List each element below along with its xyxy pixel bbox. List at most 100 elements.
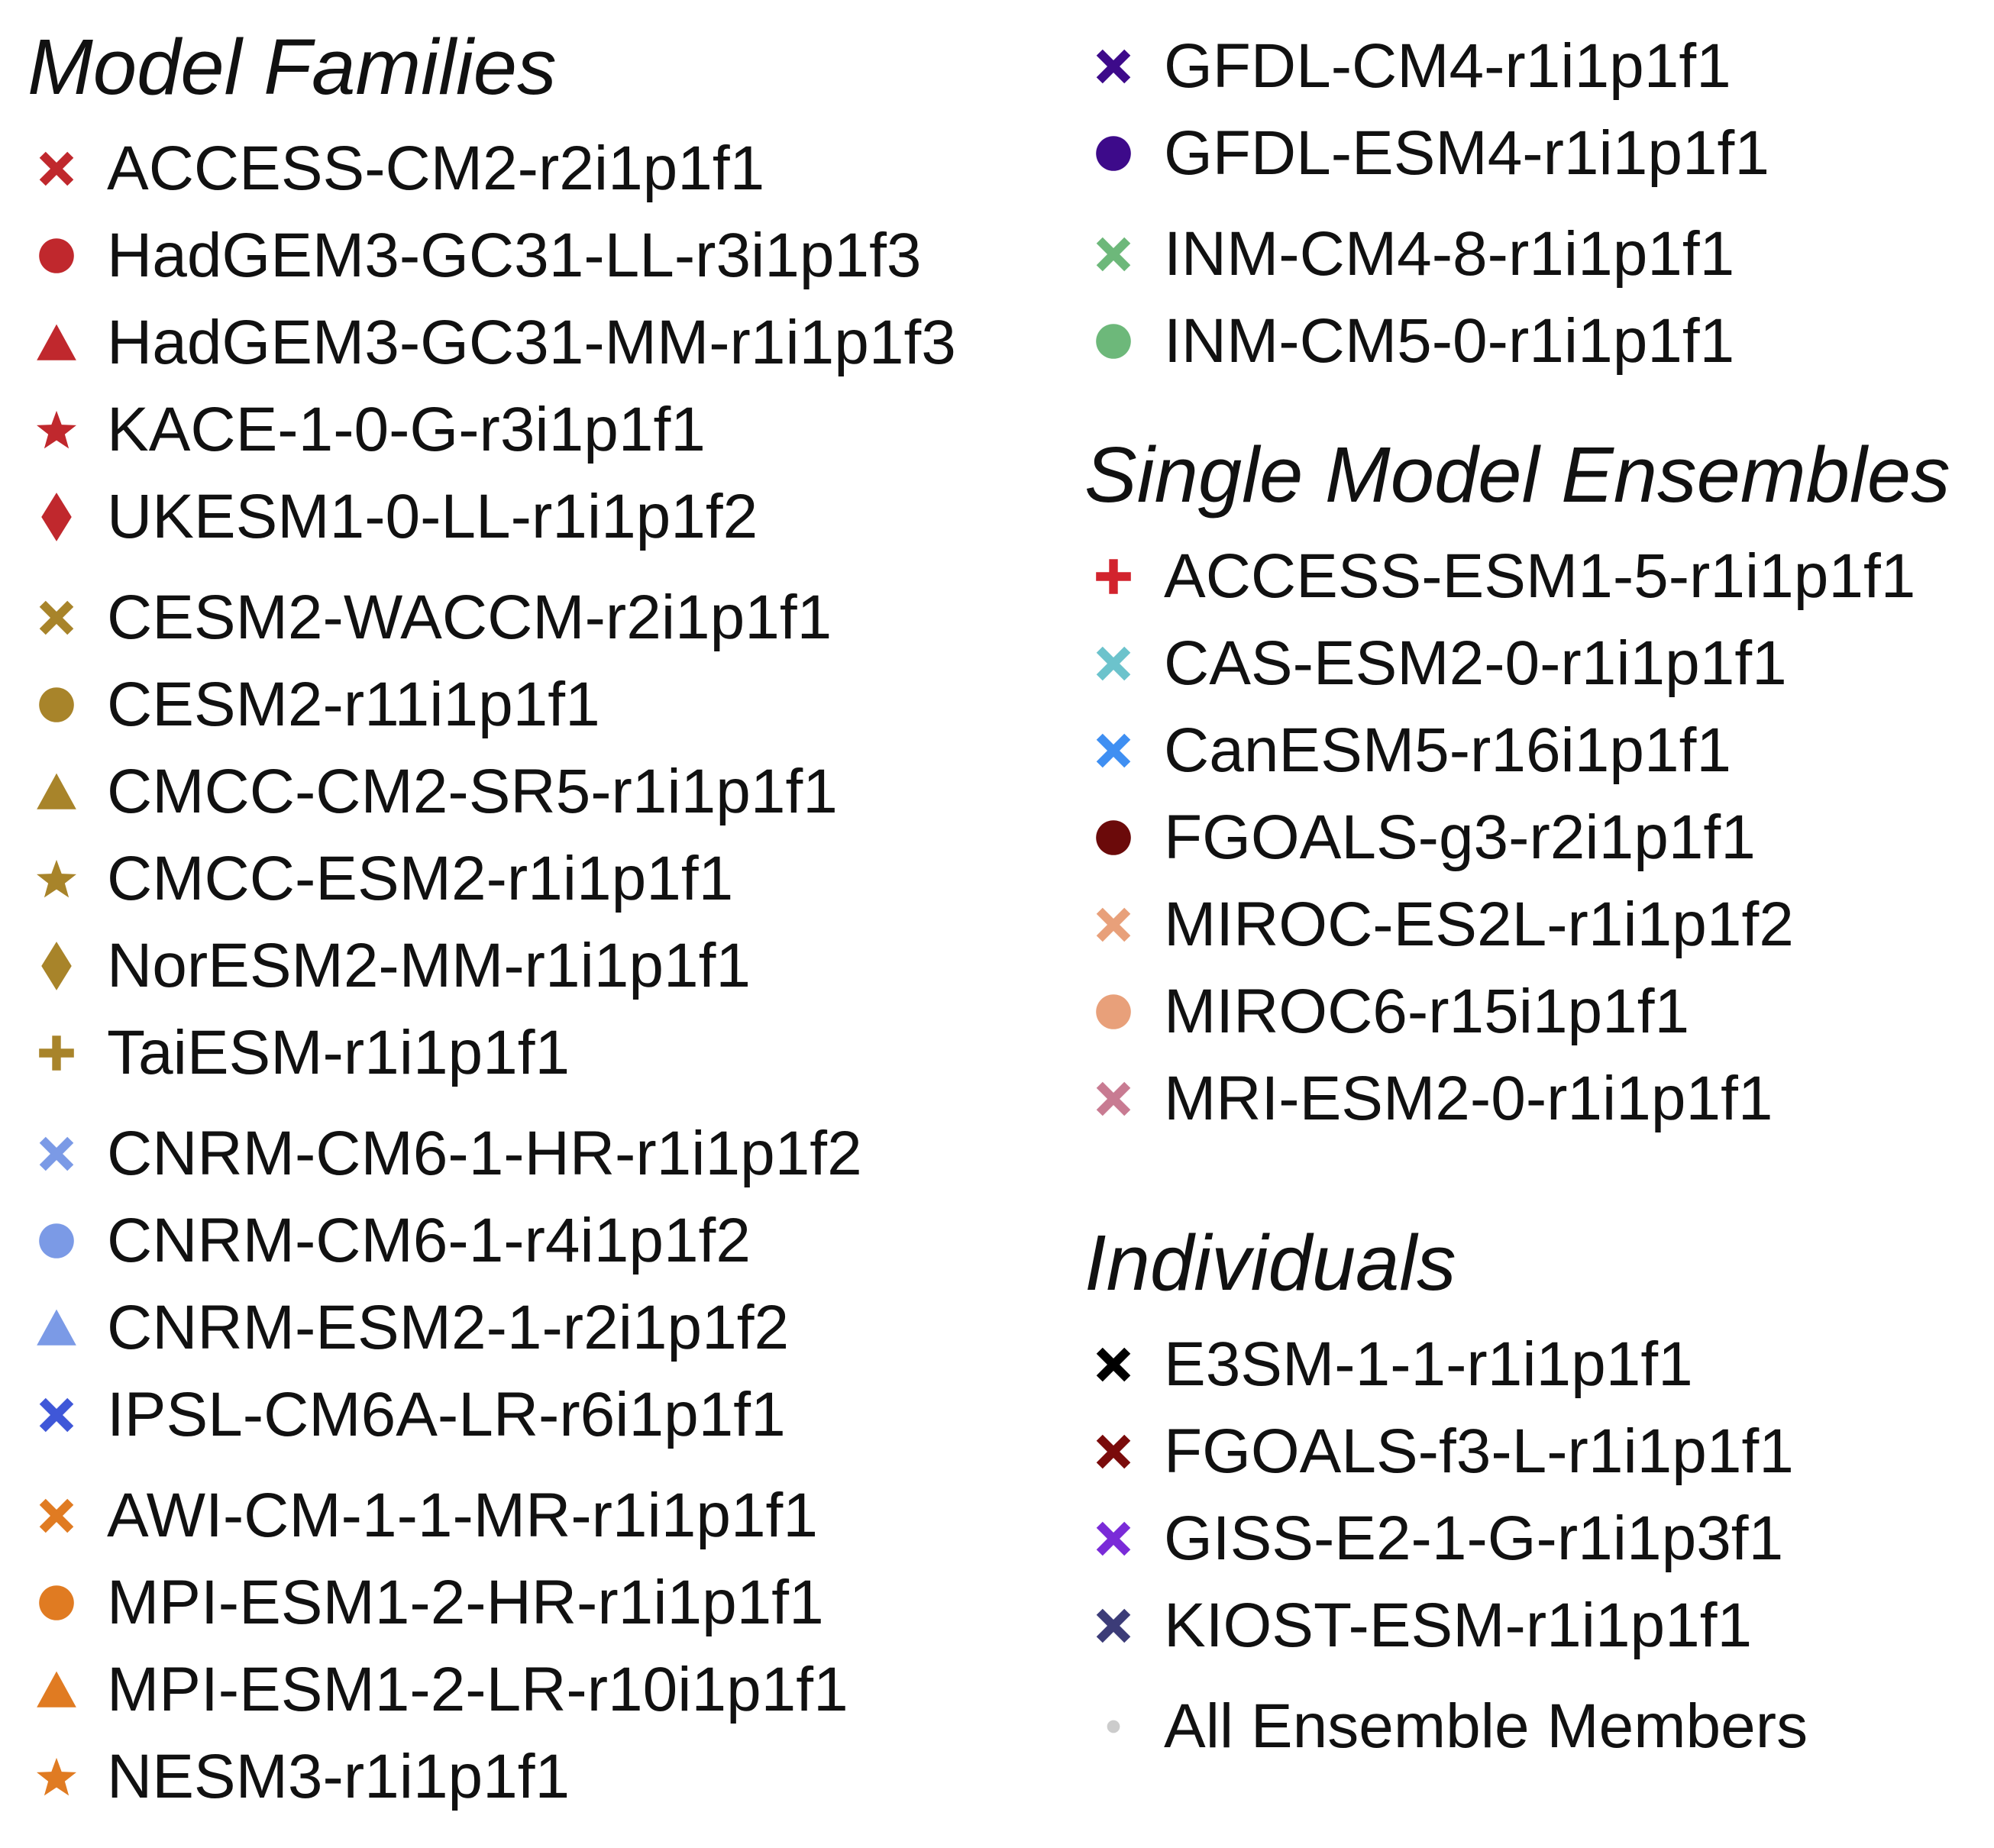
legend-entry-label: MRI-ESM2-0-r1i1p1f1 [1164, 1064, 1773, 1133]
x-marker-icon [39, 1397, 74, 1433]
legend-entry: INM-CM4-8-r1i1p1f1 [1084, 211, 1986, 298]
legend-entry-label: All Ensemble Members [1164, 1691, 1808, 1761]
plus-marker-icon [39, 1035, 74, 1071]
legend-entry: ACCESS-ESM1-5-r1i1p1f1 [1084, 533, 1986, 620]
legend-entry: ACCESS-CM2-r2i1p1f1 [27, 125, 1097, 212]
x-marker-icon [1096, 1521, 1131, 1556]
legend-entry: UKESM1-0-LL-r1i1p1f2 [27, 473, 1097, 561]
legend-entry: CNRM-CM6-1-HR-r1i1p1f2 [27, 1110, 1097, 1197]
diamond-marker-icon [41, 493, 72, 541]
legend-subgroup: ACCESS-CM2-r2i1p1f1 HadGEM3-GC31-LL-r3i1p… [27, 125, 1097, 561]
legend-subgroup: CNRM-CM6-1-HR-r1i1p1f2 CNRM-CM6-1-r4i1p1f… [27, 1110, 1097, 1459]
circle-marker-icon [39, 687, 74, 722]
circle-marker-icon [39, 1223, 74, 1258]
legend-entry: HadGEM3-GC31-MM-r1i1p1f3 [27, 299, 1097, 386]
triangle-marker-icon [37, 324, 76, 360]
x-marker-icon [39, 600, 74, 635]
legend-entry: IPSL-CM6A-LR-r6i1p1f1 [27, 1371, 1097, 1459]
x-marker-icon [1096, 1608, 1131, 1643]
legend-entry: MIROC-ES2L-r1i1p1f2 [1084, 881, 1986, 968]
legend-heading-individuals: Individuals [1084, 1219, 1456, 1307]
legend-entry: NorESM2-MM-r1i1p1f1 [27, 922, 1097, 1010]
legend-entry-label: GISS-E2-1-G-r1i1p3f1 [1164, 1504, 1784, 1573]
circle-marker-icon [1096, 820, 1131, 855]
legend-entry-label: HadGEM3-GC31-MM-r1i1p1f3 [107, 308, 956, 377]
legend-subgroup: CESM2-WACCM-r2i1p1f1 CESM2-r11i1p1f1 CMCC-… [27, 574, 1097, 1097]
legend-entry: HadGEM3-GC31-LL-r3i1p1f3 [27, 212, 1097, 299]
legend-entry-label: TaiESM-r1i1p1f1 [107, 1018, 570, 1087]
legend-entry: MIROC6-r15i1p1f1 [1084, 968, 1986, 1055]
legend-entry-label: CanESM5-r16i1p1f1 [1164, 716, 1731, 785]
legend-heading-model-families: Model Families [27, 23, 557, 111]
plus-marker-icon [1096, 559, 1131, 594]
x-marker-icon [39, 151, 74, 186]
circle-marker-icon [1096, 136, 1131, 171]
legend-entry-label: MIROC-ES2L-r1i1p1f2 [1164, 890, 1794, 959]
legend-entry-label: CMCC-ESM2-r1i1p1f1 [107, 844, 734, 913]
legend-entry: NESM3-r1i1p1f1 [27, 1733, 1097, 1821]
legend-entry-label: MPI-ESM1-2-LR-r10i1p1f1 [107, 1655, 848, 1724]
legend-subgroup: AWI-CM-1-1-MR-r1i1p1f1 MPI-ESM1-2-HR-r1i1… [27, 1472, 1097, 1821]
legend-heading-single-model-ensembles: Single Model Ensembles [1084, 431, 1950, 519]
legend-entry-label: GFDL-ESM4-r1i1p1f1 [1164, 118, 1769, 188]
triangle-marker-icon [37, 1671, 76, 1707]
x-marker-icon [39, 1136, 74, 1171]
legend-entry: CNRM-ESM2-1-r2i1p1f2 [27, 1284, 1097, 1371]
legend-entry: AWI-CM-1-1-MR-r1i1p1f1 [27, 1472, 1097, 1559]
x-marker-icon [1096, 646, 1131, 681]
circle-marker-icon [1096, 324, 1131, 359]
x-marker-icon [1096, 1081, 1131, 1116]
x-marker-icon [39, 1498, 74, 1533]
legend-entry: CESM2-r11i1p1f1 [27, 661, 1097, 748]
star-marker-icon [37, 859, 76, 898]
legend-entry-label: ACCESS-ESM1-5-r1i1p1f1 [1164, 541, 1916, 611]
legend-column-left: Model Families ACCESS-CM2-r2i1p1f1 HadGEM… [27, 23, 1097, 1821]
legend-entry: All Ensemble Members [1084, 1683, 1986, 1770]
legend-entry: GFDL-CM4-r1i1p1f1 [1084, 23, 1986, 110]
legend-entry: FGOALS-g3-r2i1p1f1 [1084, 794, 1986, 881]
circle-marker-icon [39, 238, 74, 273]
dot-marker-icon [1107, 1720, 1120, 1733]
legend-entry-label: AWI-CM-1-1-MR-r1i1p1f1 [107, 1481, 818, 1550]
x-marker-icon [1096, 49, 1131, 84]
legend-entry-label: UKESM1-0-LL-r1i1p1f2 [107, 482, 758, 551]
diamond-marker-icon [41, 942, 72, 990]
legend-entry: CMCC-ESM2-r1i1p1f1 [27, 835, 1097, 922]
star-marker-icon [37, 1757, 76, 1796]
legend-entry-label: HadGEM3-GC31-LL-r3i1p1f3 [107, 221, 922, 290]
legend-entry-label: NorESM2-MM-r1i1p1f1 [107, 931, 751, 1000]
legend-entry-label: CNRM-CM6-1-r4i1p1f2 [107, 1206, 751, 1275]
legend-entry: TaiESM-r1i1p1f1 [27, 1010, 1097, 1097]
legend-entry-label: KACE-1-0-G-r3i1p1f1 [107, 395, 706, 464]
legend-entry-label: IPSL-CM6A-LR-r6i1p1f1 [107, 1380, 786, 1449]
legend-entry-label: INM-CM4-8-r1i1p1f1 [1164, 219, 1735, 289]
legend-entry-label: CNRM-CM6-1-HR-r1i1p1f2 [107, 1119, 862, 1188]
legend-column-right: GFDL-CM4-r1i1p1f1 GFDL-ESM4-r1i1p1f1 INM-… [1084, 23, 1986, 1770]
legend-subgroup: All Ensemble Members [1084, 1683, 1986, 1770]
legend-entry: GFDL-ESM4-r1i1p1f1 [1084, 110, 1986, 197]
legend-entry-label: CNRM-ESM2-1-r2i1p1f2 [107, 1293, 790, 1362]
legend-entry: CanESM5-r16i1p1f1 [1084, 707, 1986, 794]
legend-entry-label: ACCESS-CM2-r2i1p1f1 [107, 134, 765, 203]
legend-entry: KIOST-ESM-r1i1p1f1 [1084, 1582, 1986, 1669]
legend-entry: MRI-ESM2-0-r1i1p1f1 [1084, 1055, 1986, 1142]
legend-entry: KACE-1-0-G-r3i1p1f1 [27, 386, 1097, 473]
legend-entry-label: NESM3-r1i1p1f1 [107, 1742, 570, 1811]
legend-entry-label: FGOALS-g3-r2i1p1f1 [1164, 803, 1756, 872]
triangle-marker-icon [37, 1309, 76, 1346]
legend-entry: E3SM-1-1-r1i1p1f1 [1084, 1321, 1986, 1408]
legend-entry-label: MPI-ESM1-2-HR-r1i1p1f1 [107, 1568, 824, 1637]
legend-entry-label: CESM2-WACCM-r2i1p1f1 [107, 583, 832, 652]
circle-marker-icon [1096, 994, 1131, 1029]
x-marker-icon [1096, 1434, 1131, 1469]
circle-marker-icon [39, 1585, 74, 1620]
star-marker-icon [37, 410, 76, 449]
x-marker-icon [1096, 907, 1131, 942]
legend-entry-label: INM-CM5-0-r1i1p1f1 [1164, 306, 1735, 376]
legend-entry-label: KIOST-ESM-r1i1p1f1 [1164, 1591, 1753, 1660]
legend-subgroup: ACCESS-ESM1-5-r1i1p1f1 CAS-ESM2-0-r1i1p1f… [1084, 533, 1986, 1142]
x-marker-icon [1096, 237, 1131, 272]
legend-entry-label: CESM2-r11i1p1f1 [107, 670, 600, 739]
legend-entry: GISS-E2-1-G-r1i1p3f1 [1084, 1495, 1986, 1582]
legend-subgroup: E3SM-1-1-r1i1p1f1 FGOALS-f3-L-r1i1p1f1 GIS… [1084, 1321, 1986, 1669]
